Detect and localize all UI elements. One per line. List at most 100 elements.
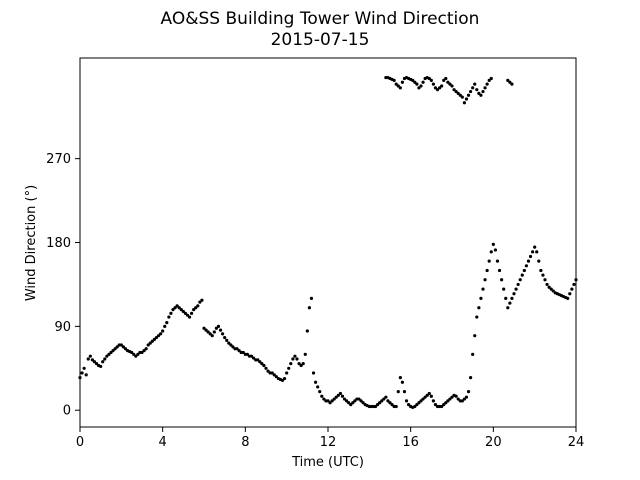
data-point (101, 360, 105, 364)
data-point (427, 76, 431, 81)
data-point (522, 268, 526, 273)
data-point (214, 326, 218, 330)
y-axis: 0 90 180 270 (46, 152, 80, 419)
data-point (342, 397, 347, 401)
data-point (431, 82, 435, 86)
data-point (429, 394, 433, 398)
data-point (497, 268, 502, 273)
data-point (206, 330, 210, 334)
data-point (359, 399, 363, 403)
data-point (489, 76, 493, 81)
data-point (473, 334, 477, 338)
data-point (471, 86, 475, 90)
data-point (136, 352, 140, 356)
data-point (502, 287, 506, 291)
data-point (297, 362, 301, 366)
data-point (241, 350, 245, 355)
data-point (421, 397, 425, 401)
data-point (223, 335, 227, 340)
data-point (169, 311, 173, 315)
data-point (487, 259, 491, 263)
data-point (386, 399, 390, 403)
data-point (506, 78, 510, 82)
data-point (309, 296, 314, 301)
data-point (216, 324, 221, 328)
data-point (179, 307, 183, 312)
data-point (314, 380, 318, 384)
data-point (291, 357, 295, 361)
data-point (404, 399, 409, 403)
data-point (473, 82, 477, 86)
data-point (82, 366, 86, 370)
data-point (287, 366, 291, 370)
data-point (274, 375, 278, 379)
data-point (442, 78, 446, 82)
data-point (442, 403, 446, 407)
plot-frame (79, 57, 577, 428)
data-point (336, 393, 340, 397)
y-tick-label: 180 (46, 236, 71, 251)
data-point (483, 86, 487, 90)
data-point (270, 371, 274, 375)
data-point (152, 337, 156, 342)
data-point (210, 334, 214, 338)
data-point (231, 345, 235, 349)
data-point (466, 93, 471, 97)
data-point (173, 306, 177, 310)
data-point (237, 348, 241, 353)
data-point (146, 343, 150, 347)
data-point (208, 332, 212, 336)
data-point (425, 393, 429, 397)
data-point (481, 89, 485, 94)
data-point (132, 352, 136, 356)
data-point (415, 82, 419, 86)
data-point (398, 86, 402, 90)
data-point (94, 362, 99, 366)
y-tick-label: 270 (46, 152, 71, 167)
data-point (264, 366, 268, 370)
data-point (452, 88, 456, 92)
data-point (508, 80, 512, 84)
data-point (549, 287, 553, 291)
data-point (458, 93, 462, 97)
data-point (198, 300, 202, 304)
data-point (283, 376, 287, 381)
data-point (390, 403, 394, 407)
data-point (357, 397, 361, 401)
data-point (289, 362, 293, 366)
data-point (190, 311, 194, 315)
data-point (547, 285, 551, 289)
data-point (477, 306, 481, 310)
data-point (332, 397, 336, 401)
data-point (115, 345, 119, 349)
data-point (539, 268, 543, 273)
data-point (303, 352, 307, 356)
data-point (252, 356, 256, 360)
x-tick-label: 12 (320, 435, 337, 450)
chart-title: AO&SS Building Tower Wind Direction (161, 9, 480, 29)
y-tick-label: 90 (54, 320, 71, 335)
data-point (520, 273, 524, 277)
data-point (330, 399, 334, 403)
data-point (338, 391, 342, 396)
data-point (448, 82, 452, 86)
data-point (454, 394, 458, 398)
data-point (512, 292, 516, 296)
data-point (88, 354, 92, 358)
data-point (448, 397, 452, 401)
data-point (185, 313, 190, 317)
data-point (396, 84, 400, 88)
data-point (187, 315, 192, 319)
data-point (86, 357, 90, 361)
data-point (510, 82, 514, 86)
data-point (413, 404, 417, 409)
data-point (568, 292, 572, 296)
data-point (380, 399, 384, 403)
data-point (400, 80, 404, 84)
data-point (318, 389, 322, 394)
data-point (491, 242, 495, 246)
x-axis-label: Time (UTC) (291, 455, 364, 470)
data-point (156, 334, 161, 338)
data-point (464, 395, 469, 399)
